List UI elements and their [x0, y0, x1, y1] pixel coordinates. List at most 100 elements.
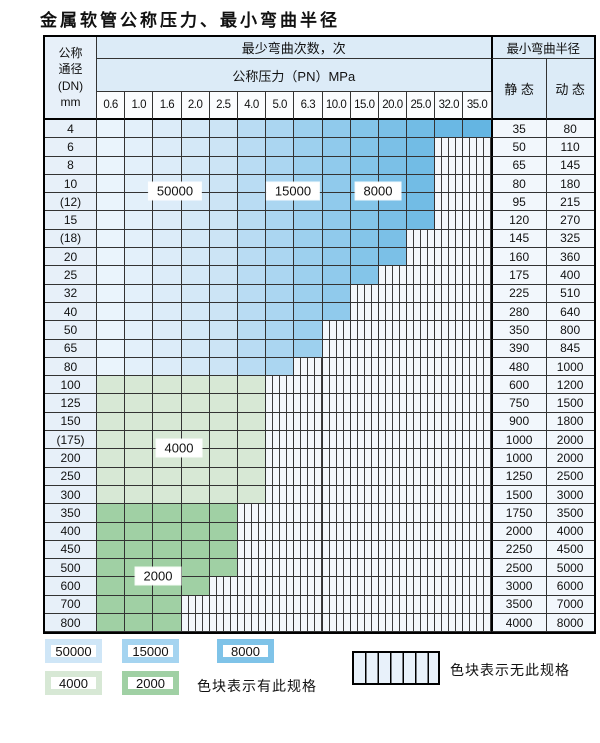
spec-cell	[125, 156, 154, 175]
no-spec-cell	[463, 504, 492, 523]
no-spec-cell	[407, 357, 436, 377]
dn-header-line: (DN)	[57, 78, 84, 93]
spec-cell	[209, 540, 238, 560]
static-value: 65	[490, 156, 547, 175]
no-spec-cell	[181, 614, 210, 633]
no-spec-cell	[435, 321, 464, 340]
spec-cell	[97, 302, 126, 322]
no-spec-cell	[435, 211, 464, 230]
static-value: 80	[490, 174, 547, 194]
spec-cell	[125, 485, 154, 505]
no-spec-cell	[435, 339, 464, 358]
no-spec-cell	[435, 577, 464, 596]
no-spec-cell	[378, 339, 408, 358]
spec-cell	[181, 394, 210, 413]
spec-cell	[97, 467, 126, 486]
spec-cell	[378, 138, 408, 157]
no-spec-cell	[407, 504, 436, 523]
dynamic-value: 325	[546, 229, 594, 249]
spec-cell	[153, 229, 182, 249]
spec-cell	[97, 321, 126, 340]
spec-cell	[237, 376, 267, 395]
spec-cell	[237, 193, 267, 212]
no-spec-cell	[266, 540, 295, 560]
spec-cell	[266, 248, 295, 267]
spec-cell	[97, 522, 126, 541]
spec-cell	[322, 120, 351, 139]
dynamic-value: 3000	[546, 485, 594, 505]
dn-cell: 700	[45, 595, 97, 615]
no-spec-cell	[407, 540, 436, 560]
spec-cell	[181, 504, 210, 523]
no-spec-sample	[352, 651, 440, 685]
spec-cell	[125, 394, 154, 413]
spec-cell	[294, 266, 323, 285]
spec-cell	[97, 138, 126, 157]
dn-header-cell: 公称 通径 (DN) mm	[45, 37, 97, 120]
spec-cell	[322, 193, 351, 212]
legend-swatch: 8000	[217, 639, 274, 663]
spec-cell	[237, 394, 267, 413]
spec-cell	[209, 394, 238, 413]
spec-cell	[209, 431, 238, 450]
dynamic-value: 8000	[546, 614, 594, 633]
no-spec-cell	[435, 595, 464, 615]
static-value: 390	[490, 339, 547, 358]
no-spec-cell	[407, 394, 436, 413]
dn-cell: 400	[45, 522, 97, 541]
spec-cell	[181, 284, 210, 303]
dn-cell: 800	[45, 614, 97, 633]
no-spec-cell	[294, 504, 323, 523]
static-value: 480	[490, 357, 547, 377]
no-spec-cell	[435, 302, 464, 322]
spec-cell	[97, 156, 126, 175]
spec-cell	[97, 339, 126, 358]
static-value: 280	[490, 302, 547, 322]
no-spec-cell	[266, 394, 295, 413]
dynamic-value: 1000	[546, 357, 594, 377]
no-spec-cell	[463, 248, 492, 267]
no-spec-cell	[463, 156, 492, 175]
no-spec-cell	[322, 467, 351, 486]
spec-cell	[97, 540, 126, 560]
no-spec-cell	[463, 467, 492, 486]
no-spec-cell	[294, 485, 323, 505]
no-spec-cell	[322, 339, 351, 358]
no-spec-cell	[407, 559, 436, 578]
static-value: 225	[490, 284, 547, 303]
dn-cell: 100	[45, 376, 97, 395]
spec-cell	[181, 156, 210, 175]
dn-cell: 200	[45, 449, 97, 468]
spec-cell	[125, 467, 154, 486]
no-spec-cell	[407, 595, 436, 615]
pressure-tick: 4.0	[237, 92, 267, 120]
no-spec-cell	[350, 339, 379, 358]
spec-cell	[294, 248, 323, 267]
no-spec-cell	[266, 485, 295, 505]
spec-cell	[153, 522, 182, 541]
no-spec-cell	[266, 504, 295, 523]
legend-swatch: 2000	[122, 671, 179, 695]
spec-cell	[181, 211, 210, 230]
dn-cell: 450	[45, 540, 97, 560]
spec-cell	[294, 120, 323, 139]
no-spec-cell	[350, 449, 379, 468]
spec-cell	[294, 138, 323, 157]
spec-cell	[97, 376, 126, 395]
spec-cell	[266, 357, 295, 377]
spec-cell	[97, 614, 126, 633]
spec-cell	[97, 284, 126, 303]
spec-cell	[237, 412, 267, 432]
no-spec-cell	[294, 540, 323, 560]
static-value: 1250	[490, 467, 547, 486]
static-value: 2250	[490, 540, 547, 560]
spec-cell	[153, 266, 182, 285]
spec-cell	[294, 302, 323, 322]
dn-cell: (18)	[45, 229, 97, 249]
dynamic-value: 180	[546, 174, 594, 194]
no-spec-cell	[350, 376, 379, 395]
no-spec-cell	[378, 412, 408, 432]
spec-cell	[322, 229, 351, 249]
no-spec-cell	[407, 248, 436, 267]
